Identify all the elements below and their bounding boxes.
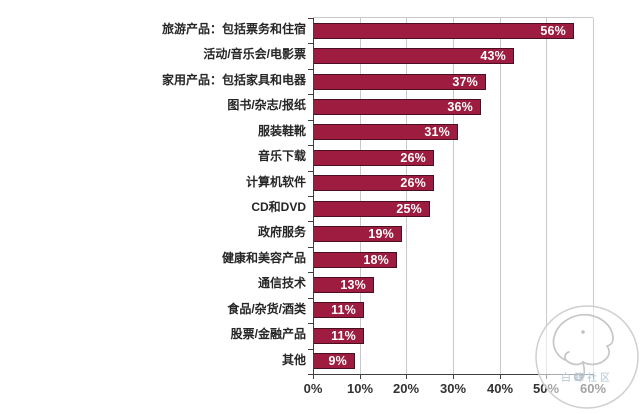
bar-value-label: 43% [480, 49, 506, 63]
category-label: 食品/杂货/酒类 [227, 302, 306, 316]
category-label: CD和DVD [251, 200, 306, 214]
x-axis-tick [500, 374, 501, 379]
bar-value-label: 11% [331, 329, 356, 343]
y-axis-tick [308, 120, 313, 121]
bar: 25% [313, 201, 430, 217]
gridline [546, 18, 547, 374]
bar-value-label: 36% [447, 100, 473, 114]
gridline [360, 18, 361, 374]
y-axis-tick [308, 323, 313, 324]
bar-value-label: 9% [328, 354, 347, 368]
gridline [500, 18, 501, 374]
bar-value-label: 56% [540, 24, 566, 38]
category-label: 计算机软件 [245, 175, 306, 189]
x-axis-tick [546, 374, 547, 379]
category-label: 政府服务 [257, 225, 306, 239]
gridline [406, 18, 407, 374]
bar: 56% [313, 23, 574, 39]
y-axis-tick [308, 247, 313, 248]
bar-value-label: 25% [396, 202, 422, 216]
y-axis-tick [308, 43, 313, 44]
x-axis-tick [406, 374, 407, 379]
y-axis-tick [308, 145, 313, 146]
x-tick-label: 20% [392, 381, 420, 396]
category-label: 其他 [281, 353, 306, 367]
category-label: 健康和美容产品 [221, 251, 306, 265]
y-axis-tick [308, 272, 313, 273]
category-label: 股票/金融产品 [230, 327, 306, 341]
bar: 11% [313, 302, 364, 318]
bar-value-label: 37% [452, 75, 478, 89]
y-axis-tick [308, 298, 313, 299]
x-axis-tick [313, 374, 314, 379]
bar: 18% [313, 252, 397, 268]
category-label: 家用产品：包括家具和电器 [161, 73, 306, 87]
y-axis-tick [308, 196, 313, 197]
plot-area: 56% 43% 37% 36% 31% 26% 26% 25% 19% 18% 13% 11% 11% 9… [308, 17, 594, 379]
bar-value-label: 11% [331, 303, 356, 317]
bar: 36% [313, 99, 481, 115]
x-axis-tick [360, 374, 361, 379]
bar-value-label: 26% [400, 176, 426, 190]
bar-value-label: 31% [424, 125, 450, 139]
bar: 31% [313, 124, 458, 140]
y-axis-line [313, 18, 314, 374]
category-label: 音乐下载 [257, 149, 306, 163]
bar-value-label: 26% [400, 151, 426, 165]
gridline [453, 18, 454, 374]
y-axis-tick [308, 18, 313, 19]
x-axis-line [312, 374, 593, 375]
x-tick-label: 0% [303, 381, 323, 396]
bar-value-label: 13% [340, 278, 366, 292]
y-axis-tick [308, 221, 313, 222]
category-axis-labels: 旅游产品：包括票务和住宿活动/音乐会/电影票家用产品：包括家具和电器图书/杂志/… [0, 17, 306, 373]
bar: 26% [313, 150, 434, 166]
y-axis-tick [308, 171, 313, 172]
category-label: 通信技术 [257, 276, 306, 290]
bar-value-label: 18% [363, 253, 389, 267]
category-label: 图书/杂志/报纸 [227, 98, 306, 112]
y-axis-tick [308, 94, 313, 95]
gridline [593, 18, 594, 374]
bar: 26% [313, 175, 434, 191]
y-axis-tick [308, 374, 313, 375]
bar: 9% [313, 353, 355, 369]
y-axis-tick [308, 349, 313, 350]
category-label: 活动/音乐会/电影票 [203, 47, 306, 61]
category-label: 旅游产品：包括票务和住宿 [161, 22, 306, 36]
x-axis-tick [593, 374, 594, 379]
bar: 19% [313, 226, 402, 242]
bar: 37% [313, 74, 486, 90]
x-axis-tick [453, 374, 454, 379]
category-label: 服装鞋靴 [257, 124, 306, 138]
x-tick-label: 10% [346, 381, 374, 396]
x-tick-label: 60% [579, 381, 607, 396]
bar-value-label: 19% [368, 227, 394, 241]
bar: 13% [313, 277, 374, 293]
x-tick-label: 30% [439, 381, 467, 396]
x-tick-label: 40% [486, 381, 514, 396]
y-axis-tick [308, 69, 313, 70]
bar: 43% [313, 48, 514, 64]
bar: 11% [313, 328, 364, 344]
